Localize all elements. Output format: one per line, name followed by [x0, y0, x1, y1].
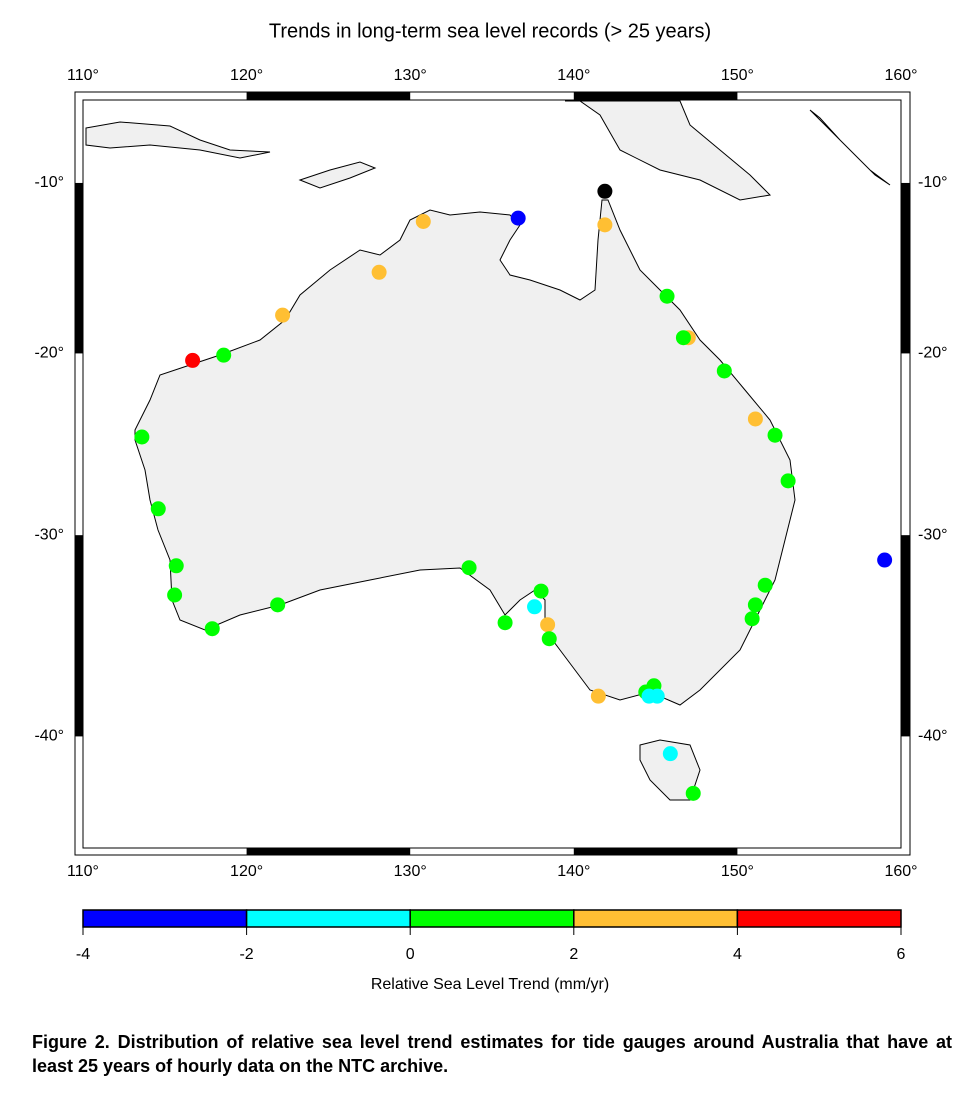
- frame-bar: [573, 92, 738, 100]
- tide-gauge: [134, 429, 150, 445]
- tide-gauge: [275, 307, 291, 323]
- frame-bar: [246, 92, 411, 100]
- colorbar-bin: [736, 909, 902, 928]
- frame-bar: [75, 535, 83, 737]
- colorbar-tick-label: 2: [569, 946, 578, 963]
- tide-gauge: [716, 363, 732, 379]
- tide-gauge: [510, 210, 526, 226]
- y-tick-label: -20°: [918, 345, 948, 362]
- outer-frame: [74, 91, 911, 856]
- frame-bar: [246, 848, 411, 855]
- x-tick-label: 160°: [884, 863, 917, 880]
- chart-title: Trends in long-term sea level records (>…: [269, 20, 711, 42]
- tide-gauge: [216, 347, 232, 363]
- x-tick-label: 110°: [67, 863, 99, 880]
- frame-bar: [901, 182, 910, 354]
- colorbar-bin: [245, 909, 411, 928]
- caption: Figure 2. Distribution of relative sea l…: [32, 1032, 952, 1076]
- colorbar-tick-label: 0: [406, 946, 415, 963]
- y-tick-label: -10°: [918, 174, 948, 191]
- map-chart: Trends in long-term sea level records (>…: [34, 20, 948, 993]
- colorbar-bin: [573, 909, 739, 928]
- new-guinea: [565, 100, 772, 201]
- tide-gauge: [744, 611, 760, 627]
- tide-gauge: [877, 552, 893, 568]
- land: [85, 100, 891, 801]
- x-tick-label: 140°: [557, 863, 590, 880]
- y-tick-label: -40°: [34, 728, 64, 745]
- frame-bar: [573, 848, 738, 855]
- x-tick-label: 150°: [721, 863, 754, 880]
- tide-gauge: [167, 587, 183, 603]
- tide-gauge: [675, 330, 691, 346]
- frame-bar: [901, 535, 910, 737]
- colorbar-bin: [82, 909, 248, 928]
- colorbar-tick-label: 4: [733, 946, 742, 963]
- x-tick-label: 120°: [230, 67, 263, 84]
- x-tick-label: 110°: [67, 67, 99, 84]
- tide-gauge: [659, 288, 675, 304]
- tide-gauge: [497, 615, 513, 631]
- x-tick-label: 130°: [394, 863, 427, 880]
- colorbar-label: Relative Sea Level Trend (mm/yr): [371, 976, 609, 993]
- x-tick-label: 160°: [884, 67, 917, 84]
- tide-gauge: [168, 558, 184, 574]
- islands: [298, 161, 377, 189]
- tide-gauge: [204, 621, 220, 637]
- tide-gauge: [185, 352, 201, 368]
- tide-gauge: [747, 597, 763, 613]
- islands: [85, 121, 271, 159]
- frame-bar: [75, 182, 83, 354]
- tide-gauge: [597, 217, 613, 233]
- tide-gauge: [590, 688, 606, 704]
- tide-gauge: [270, 597, 286, 613]
- tide-gauge: [150, 501, 166, 517]
- tide-gauge: [371, 264, 387, 280]
- inner-frame: [82, 99, 902, 849]
- y-tick-label: -20°: [34, 345, 64, 362]
- tide-gauge: [685, 785, 701, 801]
- x-tick-label: 120°: [230, 863, 263, 880]
- tide-gauge: [541, 631, 557, 647]
- tide-gauge: [540, 617, 556, 633]
- y-tick-label: -30°: [918, 526, 948, 543]
- tide-gauge: [649, 688, 665, 704]
- colorbar-bin: [409, 909, 575, 928]
- y-tick-label: -10°: [34, 174, 64, 191]
- tide-gauge: [461, 560, 477, 576]
- tide-gauge: [415, 213, 431, 229]
- tide-gauge: [597, 183, 613, 199]
- tide-gauge: [747, 411, 763, 427]
- x-tick-label: 150°: [721, 67, 754, 84]
- tide-gauge: [662, 746, 678, 762]
- frame: [74, 91, 911, 856]
- x-tick-label: 140°: [557, 67, 590, 84]
- islands: [809, 109, 891, 186]
- colorbar-tick-label: -2: [239, 946, 253, 963]
- tide-gauge: [757, 577, 773, 593]
- tide-gauge: [780, 473, 796, 489]
- x-tick-label: 130°: [394, 67, 427, 84]
- y-tick-label: -40°: [918, 728, 948, 745]
- colorbar-tick-label: 6: [897, 946, 906, 963]
- australia: [134, 199, 796, 706]
- y-tick-label: -30°: [34, 526, 64, 543]
- colorbar-tick-label: -4: [76, 946, 90, 963]
- tide-gauge: [533, 583, 549, 599]
- tide-gauge: [527, 599, 543, 615]
- tide-gauge: [767, 427, 783, 443]
